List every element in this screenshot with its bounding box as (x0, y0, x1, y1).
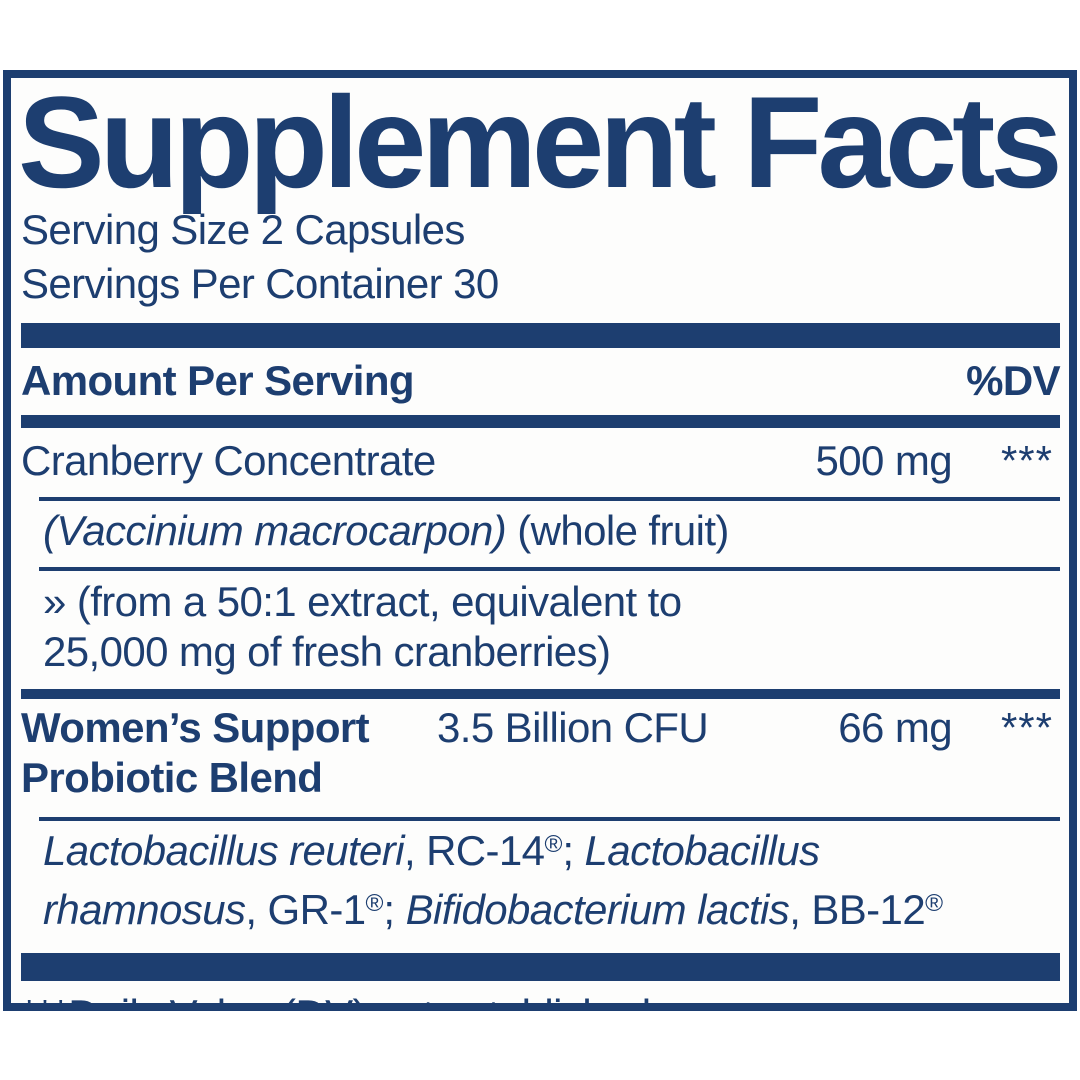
thick-divider-top (21, 323, 1060, 349)
extract-note-line1: » (from a 50:1 extract, equivalent to (43, 578, 682, 626)
thin-rule (39, 817, 1060, 822)
percent-dv-label: %DV (966, 357, 1060, 405)
footnote-text: ***Daily Value (DV) not established. (21, 981, 1060, 1003)
probiotic-amount: 66 mg (838, 704, 952, 752)
amount-per-serving-label: Amount Per Serving (21, 357, 415, 405)
thin-rule (39, 567, 1060, 572)
serving-size-text: Serving Size 2 Capsules (21, 206, 465, 254)
ingredient-row-cranberry: Cranberry Concentrate 500 mg *** (21, 428, 1060, 489)
section-divider (21, 689, 1060, 700)
supplement-facts-panel: Supplement Facts Serving Size 2 Capsules… (3, 70, 1077, 1011)
probiotic-name-line1: Women’s Support (21, 704, 370, 752)
servings-per-container-text: Servings Per Container 30 (21, 260, 499, 308)
panel-title: Supplement Facts (18, 70, 1063, 215)
botanical-name-text: (Vaccinium macrocarpon) (whole fruit) (43, 507, 729, 555)
thick-divider-bottom (21, 953, 1060, 982)
probiotic-cfu: 3.5 Billion CFU (437, 704, 709, 752)
probiotic-strains-text: Lactobacillus reuteri, RC-14®; Lactobaci… (43, 827, 944, 934)
ingredient-row-probiotic: Women’s Support Probiotic Blend 3.5 Bill… (21, 699, 1060, 803)
extract-note-text: » (from a 50:1 extract, equivalent to 25… (21, 571, 1060, 681)
column-header-row: Amount Per Serving %DV (21, 348, 1061, 415)
extract-note-line2: 25,000 mg of fresh cranberries) (43, 628, 611, 676)
probiotic-dv: *** (1000, 704, 1053, 752)
cranberry-name: Cranberry Concentrate (21, 437, 436, 485)
probiotic-name-line2: Probiotic Blend (21, 754, 323, 802)
medium-divider (21, 415, 1060, 429)
cranberry-amount: 500 mg (815, 437, 953, 485)
cranberry-dv: *** (1000, 437, 1053, 485)
thin-rule (39, 497, 1060, 502)
